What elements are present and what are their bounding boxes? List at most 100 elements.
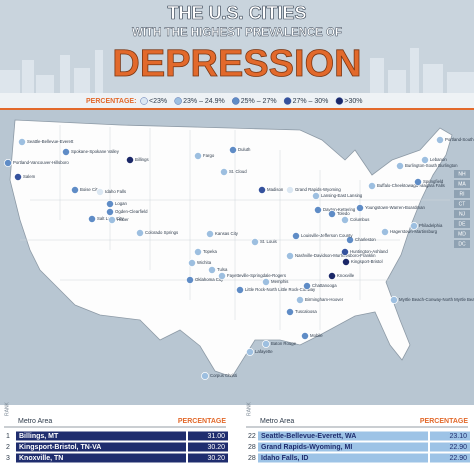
city-marker: [201, 372, 209, 380]
title-line-1: THE U.S. CITIES: [167, 3, 306, 23]
rank: 28: [248, 444, 256, 451]
city-label: Topeka: [203, 249, 217, 254]
city-label: Logan: [115, 201, 128, 206]
city-label: Youngstown-Warren-Boardman: [365, 205, 425, 210]
city-marker: [106, 200, 114, 208]
area-header: Metro Area: [18, 418, 52, 425]
city-marker: [194, 152, 202, 160]
pct-bar: [188, 442, 228, 452]
pct-bar: [188, 453, 228, 463]
city-marker: [229, 146, 237, 154]
city-marker: [414, 178, 422, 186]
city-marker: [62, 148, 70, 156]
city-label: Ogden-Clearfield: [115, 209, 148, 214]
city-label: Mobile: [310, 333, 323, 338]
city-label: Lansing-East Lansing: [321, 193, 363, 198]
city-label: St. Cloud: [229, 169, 247, 174]
city-marker: [286, 186, 294, 194]
legend-item: <23%: [149, 98, 167, 105]
state-tag-bg: [454, 210, 470, 218]
city-label: Tulsa: [217, 267, 228, 272]
city-label: Lebanon: [430, 157, 447, 162]
metro-area: Billings, MT: [19, 433, 59, 440]
city-marker: [436, 136, 444, 144]
city-marker: [220, 168, 228, 176]
city-label: Fargo: [203, 153, 215, 158]
city-marker: [126, 156, 134, 164]
skyline: [0, 48, 474, 95]
state-tag-bg: [454, 240, 470, 248]
city-label: Louisville-Jefferson County: [301, 233, 353, 238]
city-marker: [341, 248, 349, 256]
city-marker: [236, 286, 244, 294]
city-marker: [410, 222, 418, 230]
percentage: 30.20: [207, 444, 225, 451]
percentage: 30.20: [207, 455, 225, 462]
row-bar: [258, 442, 428, 452]
city-label: Corpus Christi: [210, 373, 237, 378]
state-tag: CT: [459, 201, 466, 207]
city-label: Birmingham-Hoover: [305, 297, 344, 302]
city-marker: [346, 236, 354, 244]
city-marker: [421, 156, 429, 164]
city-label: Nashville-Davidson-Murfreesboro-Franklin: [295, 253, 376, 258]
city-marker: [390, 296, 398, 304]
city-marker: [296, 296, 304, 304]
city-marker: [292, 232, 300, 240]
city-marker: [341, 216, 349, 224]
rank: 3: [6, 455, 10, 462]
state-tag: DC: [458, 241, 466, 247]
city-marker: [14, 173, 22, 181]
city-label: Buffalo-Cheektowaga-Niagara Falls: [377, 183, 445, 188]
state-tag: MD: [458, 231, 466, 237]
city-label: Duluth: [238, 147, 251, 152]
state-tag-bg: [454, 220, 470, 228]
city-label: Billings: [135, 157, 149, 162]
city-marker: [303, 282, 311, 290]
row-bar: [258, 431, 428, 441]
city-marker: [4, 159, 12, 167]
city-marker: [312, 192, 320, 200]
city-label: Toledo: [337, 211, 350, 216]
city-label: Kingsport-Bristol: [351, 259, 383, 264]
city-label: Colorado Springs: [145, 230, 178, 235]
city-marker: [368, 182, 376, 190]
title-line-2: WITH THE HIGHEST PREVALENCE OF: [132, 27, 342, 39]
legend-swatch: [232, 97, 240, 105]
city-marker: [206, 230, 214, 238]
city-marker: [251, 238, 259, 246]
state-tag: RI: [460, 191, 465, 197]
legend-swatch: [283, 97, 292, 105]
city-label: Chattanooga: [312, 283, 337, 288]
legend-swatch: [174, 97, 182, 105]
city-marker: [188, 259, 196, 267]
city-marker: [186, 276, 194, 284]
rank: 28: [248, 455, 256, 462]
city-marker: [106, 208, 114, 216]
state-tag-bg: [454, 200, 470, 208]
city-label: Burlington-South Burlington: [405, 163, 458, 168]
rank-header: RANK: [246, 401, 252, 416]
city-label: Seattle-Bellevue-Everett: [27, 139, 74, 144]
city-label: Charleston: [355, 237, 376, 242]
city-label: Salem: [23, 174, 36, 179]
metro-area: Idaho Falls, ID: [261, 455, 308, 462]
legend-swatch: [140, 97, 148, 105]
city-marker: [71, 186, 79, 194]
state-tag: MA: [458, 181, 466, 187]
us-outline: [9, 119, 453, 378]
city-label: Little Rock-North Little Rock-Conway: [245, 287, 316, 292]
percentage: 22.90: [449, 444, 467, 451]
legend-item: 23% – 24.9%: [183, 98, 225, 105]
city-marker: [286, 308, 294, 316]
metro-area: Grand Rapids-Wyoming, MI: [261, 444, 352, 451]
city-marker: [96, 188, 104, 196]
city-marker: [262, 340, 270, 348]
legend-item: 25% – 27%: [241, 98, 277, 105]
city-marker: [396, 162, 404, 170]
pct-bar: [430, 431, 470, 441]
city-marker: [301, 332, 309, 340]
pct-header: PERCENTAGE: [178, 418, 226, 425]
area-header: Metro Area: [260, 418, 294, 425]
